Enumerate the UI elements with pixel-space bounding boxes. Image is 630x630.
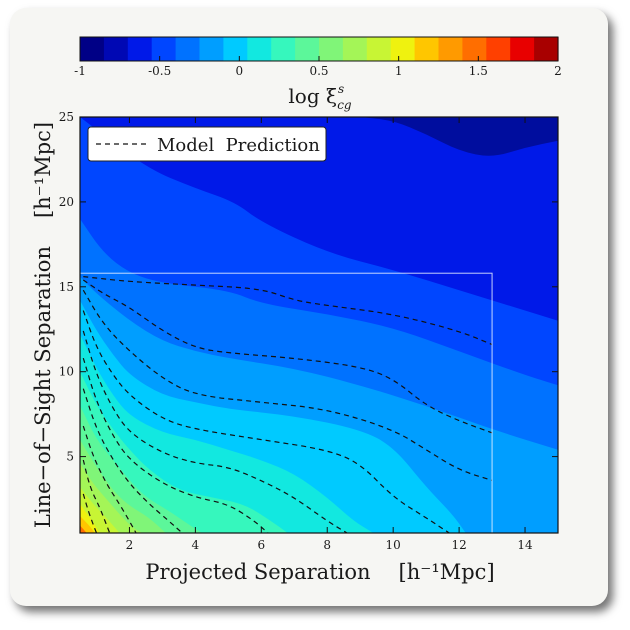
x-tick-label: 2	[126, 538, 134, 552]
y-tick-label: 20	[59, 195, 74, 209]
legend-entry: Model Prediction	[157, 135, 320, 156]
colorbar-segment	[151, 37, 177, 61]
x-axis-label: Projected Separation [h⁻¹Mpc]	[145, 560, 494, 584]
x-tick-label: 6	[257, 538, 265, 552]
contour-band-top	[360, 117, 558, 156]
y-axis-label: Line−of−Sight Separation[h⁻¹Mpc]	[31, 122, 55, 528]
model-contours	[82, 276, 493, 533]
model-contour-line	[82, 310, 450, 533]
model-contour-line	[82, 289, 493, 481]
colorbar-segment	[247, 37, 272, 61]
colorbar-segment	[534, 37, 559, 61]
model-contour-line	[82, 425, 137, 533]
colorbar-segment	[366, 37, 392, 61]
colorbar-segment	[510, 37, 535, 61]
x-tick-label: 8	[323, 538, 331, 552]
colorbar-tick-label: 1	[395, 64, 403, 78]
colorbar-segment	[127, 37, 153, 61]
colorbar-tick-label: 0	[236, 64, 244, 78]
model-contour-line	[82, 493, 98, 533]
contour-fill	[80, 117, 558, 533]
y-tick-label: 5	[66, 450, 74, 464]
colorbar-segment	[80, 37, 105, 61]
contour-band	[80, 525, 87, 533]
contour-band	[80, 516, 95, 533]
colorbar-segment	[199, 37, 224, 61]
figure-card: -1 -0.5 0 0.5 1 1.5 2 log ξs cg 2 4 6 8 10 12 14 5 10 1…	[10, 8, 608, 606]
colorbar-segment	[414, 37, 440, 61]
colorbar-tick-label: -0.5	[148, 64, 171, 78]
colorbar-tick-label: 2	[554, 64, 562, 78]
colorbar-segment	[103, 37, 129, 61]
colorbar: -1 -0.5 0 0.5 1 1.5 2	[74, 36, 562, 78]
chart-figure: -1 -0.5 0 0.5 1 1.5 2 log ξs cg 2 4 6 8 10 12 14 5 10 1…	[31, 36, 562, 584]
colorbar-segment	[390, 37, 416, 61]
colorbar-segment	[486, 37, 511, 61]
colorbar-segment	[319, 37, 344, 61]
colorbar-segment	[271, 37, 296, 61]
colorbar-segment	[295, 37, 320, 61]
y-tick-label: 25	[59, 110, 74, 124]
colorbar-segment	[462, 37, 487, 61]
colorbar-tick-label: 0.5	[309, 64, 328, 78]
model-contour-line	[82, 388, 183, 533]
colorbar-tick-label: -1	[74, 64, 86, 78]
y-tick-label: 15	[59, 280, 74, 294]
x-tick-label: 10	[386, 538, 401, 552]
x-tick-label: 12	[451, 538, 466, 552]
model-contour-line	[82, 279, 493, 434]
model-contour-line	[82, 459, 111, 533]
model-contour-line	[82, 357, 269, 533]
colorbar-segment	[175, 37, 201, 61]
colorbar-segment	[223, 37, 248, 61]
colorbar-segment	[438, 37, 463, 61]
x-axis-ticks: 2 4 6 8 10 12 14	[126, 117, 533, 552]
colorbar-tick-label: 1.5	[469, 64, 488, 78]
colorbar-segment	[342, 37, 368, 61]
model-contour-line	[82, 330, 348, 533]
colorbar-label: log ξs cg	[288, 82, 352, 112]
model-contour-line	[83, 276, 493, 346]
legend: Model Prediction	[87, 126, 327, 162]
plot-frame	[79, 116, 559, 534]
x-tick-label: 14	[517, 538, 533, 552]
x-tick-label: 4	[192, 538, 200, 552]
y-axis-ticks: 5 10 15 20 25	[59, 110, 558, 464]
y-tick-label: 10	[59, 365, 74, 379]
